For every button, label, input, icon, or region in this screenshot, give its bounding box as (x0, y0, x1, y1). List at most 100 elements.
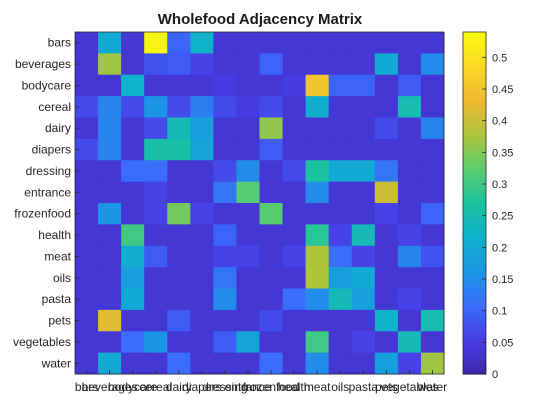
heatmap-cell (374, 309, 399, 332)
column-label: entrance (225, 380, 272, 394)
heatmap-cell (190, 288, 214, 311)
heatmap-cell (351, 117, 376, 140)
heatmap-cell (282, 267, 307, 290)
colorbar-segment (463, 140, 486, 144)
colorbar-segment (463, 342, 486, 347)
heatmap-cell (397, 74, 422, 97)
heatmap-cell (190, 245, 214, 268)
heatmap-cell (75, 224, 99, 247)
heatmap-cell (328, 309, 353, 332)
colorbar-segment (463, 94, 486, 99)
heatmap-cell (190, 309, 214, 332)
colorbar-segment (463, 288, 486, 292)
column-label: meat (304, 380, 331, 394)
heatmap-cell (121, 181, 145, 204)
row-label: beverages (15, 57, 71, 71)
column-label: health (278, 380, 311, 394)
row-label: health (38, 228, 71, 242)
colorbar-frame (462, 31, 487, 375)
colorbar-segment (463, 194, 486, 198)
heatmap-cell (236, 224, 260, 247)
column-label: frozenfood (243, 380, 300, 394)
heatmap-cell (236, 288, 260, 311)
heatmap-cell (397, 203, 422, 225)
heatmap-cell (420, 224, 445, 247)
colorbar-segment (463, 137, 486, 141)
heatmap-cell (259, 32, 284, 54)
colorbar-segment (463, 348, 486, 352)
colorbar-segment (463, 114, 486, 119)
heatmap-cell (98, 352, 122, 375)
colorbar-segment (463, 117, 486, 121)
row-label: pasta (42, 292, 72, 306)
heatmap-cell (167, 160, 191, 183)
column-label: bars (75, 380, 98, 394)
heatmap-cell (305, 352, 330, 375)
heatmap-cell (144, 267, 168, 290)
colorbar-segment (463, 183, 486, 187)
heatmap-cell (213, 309, 237, 332)
colorbar-segment (463, 225, 486, 230)
column-label: pets (375, 380, 398, 394)
colorbar-segment (463, 208, 486, 213)
heatmap-cell (305, 245, 330, 268)
heatmap-cell (98, 53, 122, 76)
colorbar-segment (463, 251, 486, 255)
colorbar-segment (463, 231, 486, 235)
colorbar-segment (463, 163, 486, 167)
heatmap-cell (75, 160, 99, 183)
colorbar-segment (463, 106, 486, 110)
heatmap-cell (282, 288, 307, 311)
heatmap-cell (190, 352, 214, 375)
heatmap-cell (144, 160, 168, 183)
heatmap-cell (328, 32, 353, 54)
heatmap-cell (167, 96, 191, 119)
heatmap-cell (167, 331, 191, 354)
heatmap-cell (121, 96, 145, 119)
heatmap-cell (351, 245, 376, 268)
heatmap-cell (213, 181, 237, 204)
heatmap-cell (213, 245, 237, 268)
heatmap-cell (213, 32, 237, 54)
colorbar-segment (463, 279, 486, 284)
heatmap-cell (167, 309, 191, 332)
heatmap-cell (259, 160, 284, 183)
heatmap-cell (75, 181, 99, 204)
colorbar-segment (463, 257, 486, 261)
colorbar-segment (463, 165, 486, 170)
heatmap-cell (259, 53, 284, 76)
heatmap-cell (213, 203, 237, 225)
heatmap-cell (328, 245, 353, 268)
colorbar-segment (463, 331, 486, 335)
row-label: meat (44, 249, 71, 263)
colorbar-segment (463, 63, 486, 67)
heatmap-cell (190, 331, 214, 354)
heatmap-cell (397, 138, 422, 161)
heatmap-cell (75, 138, 99, 161)
colorbar-segment (463, 305, 486, 310)
heatmap-cell (282, 331, 307, 354)
heatmap-cell (282, 245, 307, 268)
heatmap-cell (236, 160, 260, 183)
heatmap-cell (213, 267, 237, 290)
colorbar-segment (463, 274, 486, 278)
colorbar-segment (463, 49, 486, 53)
colorbar-segment (463, 83, 486, 87)
heatmap-cell (328, 203, 353, 225)
heatmap-cell (144, 32, 168, 54)
colorbar-segment (463, 345, 486, 349)
heatmap-cell (305, 117, 330, 140)
heatmap-cell (236, 309, 260, 332)
heatmap-cell (259, 352, 284, 375)
heatmap-cell (75, 288, 99, 311)
heatmap-cell (351, 267, 376, 290)
colorbar-segment (463, 328, 486, 332)
heatmap-cell (351, 32, 376, 54)
heatmap-cell (374, 96, 399, 119)
heatmap-cell (282, 352, 307, 375)
heatmap-cell (167, 32, 191, 54)
heatmap-cell (190, 32, 214, 54)
heatmap-cell (282, 74, 307, 97)
colorbar-segment (463, 123, 486, 127)
heatmap-cell (259, 117, 284, 140)
